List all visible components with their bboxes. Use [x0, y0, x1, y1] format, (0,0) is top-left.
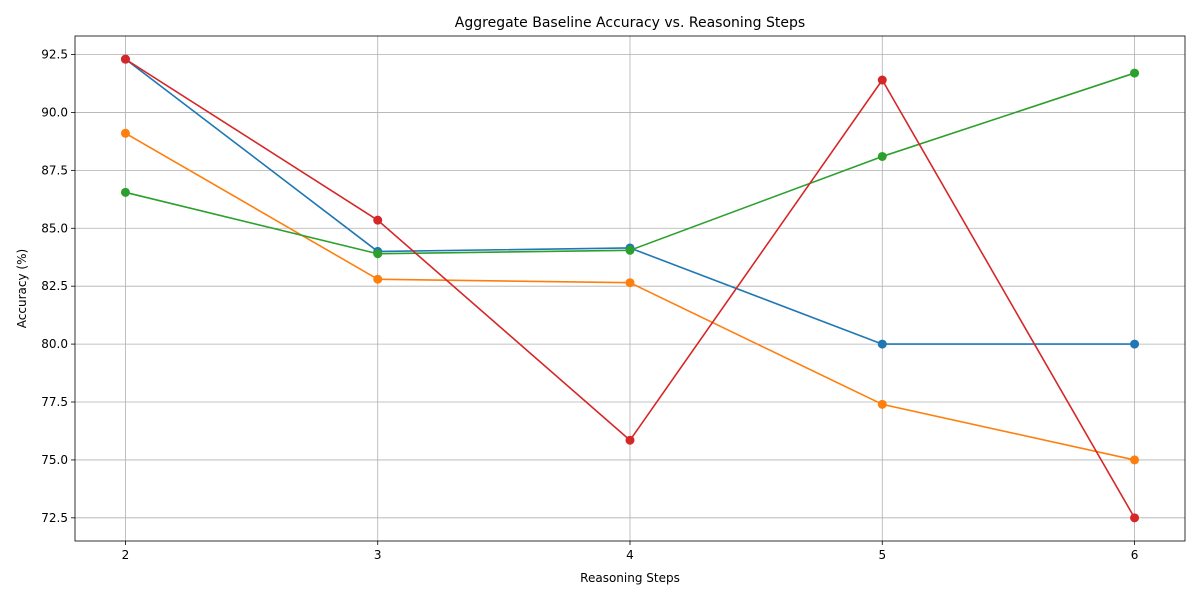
x-tick-label: 3: [374, 548, 382, 562]
y-tick-label: 75.0: [41, 453, 68, 467]
y-tick-label: 82.5: [41, 279, 68, 293]
y-tick-label: 92.5: [41, 48, 68, 62]
data-point: [877, 339, 887, 349]
data-point: [1130, 339, 1140, 349]
data-point: [373, 274, 383, 284]
data-point: [877, 75, 887, 85]
y-tick-label: 87.5: [41, 163, 68, 177]
series-3: [120, 68, 1140, 259]
data-point: [877, 399, 887, 409]
series-2: [120, 128, 1140, 465]
x-tick-label: 6: [1131, 548, 1139, 562]
chart-title: Aggregate Baseline Accuracy vs. Reasonin…: [455, 15, 805, 31]
data-point: [625, 245, 635, 255]
grid-layer: [75, 36, 1185, 541]
data-point: [625, 435, 635, 445]
data-point: [373, 215, 383, 225]
y-tick-label: 77.5: [41, 395, 68, 409]
series-layer: [120, 54, 1140, 523]
x-tick-label: 4: [626, 548, 634, 562]
x-tick-label: 2: [122, 548, 130, 562]
y-tick-label: 80.0: [41, 337, 68, 351]
data-point: [120, 128, 130, 138]
data-point: [120, 187, 130, 197]
y-tick-label: 85.0: [41, 221, 68, 235]
data-point: [1130, 513, 1140, 523]
data-point: [877, 151, 887, 161]
x-tick-label: 5: [878, 548, 886, 562]
series-4: [120, 54, 1140, 523]
data-point: [1130, 455, 1140, 465]
y-axis-label: Accuracy (%): [15, 249, 29, 328]
y-tick-label: 72.5: [41, 511, 68, 525]
y-tick-label: 90.0: [41, 105, 68, 119]
data-point: [1130, 68, 1140, 78]
data-point: [120, 54, 130, 64]
data-point: [625, 278, 635, 288]
data-point: [373, 249, 383, 259]
ticks-layer: 2 3 4 5 6 72.5 75.0 77.5 80.0 82.5 85.0 87.5 90.0 92.…: [41, 48, 1138, 562]
x-axis-label: Reasoning Steps: [580, 571, 680, 585]
